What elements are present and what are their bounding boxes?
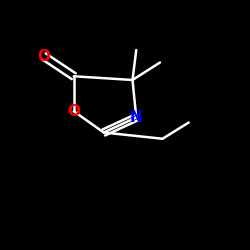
Text: N: N (130, 110, 142, 125)
Text: O: O (67, 104, 80, 119)
Text: O: O (37, 49, 50, 64)
